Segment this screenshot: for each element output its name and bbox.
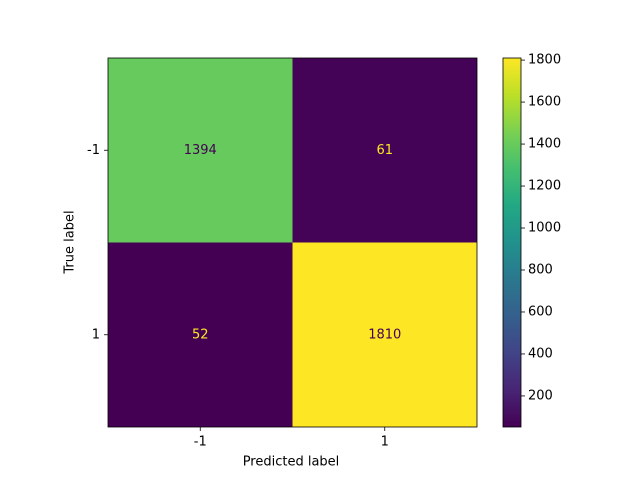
colorbar-tick-label: 800 [528, 262, 553, 277]
cell [108, 58, 293, 243]
x-tick-label: -1 [194, 435, 207, 450]
cell-label: 1394 [184, 143, 217, 158]
x-axis-label: Predicted label [243, 455, 340, 470]
colorbar-tick-label: 1400 [528, 137, 561, 152]
cell-label: 1810 [368, 327, 401, 342]
colorbar-tick-label: 1600 [528, 95, 561, 110]
colorbar-tick-label: 200 [528, 388, 553, 403]
y-tick-label: 1 [92, 327, 100, 342]
colorbar-tick-label: 1000 [528, 221, 561, 236]
cell-label: 52 [192, 327, 209, 342]
cell-label: 61 [376, 143, 393, 158]
colorbar-tick-label: 600 [528, 304, 553, 319]
colorbar [502, 57, 522, 428]
plot-frame [107, 57, 478, 428]
x-tick-label: 1 [381, 435, 389, 450]
colorbar-tick-label: 1200 [528, 179, 561, 194]
colorbar-tick-label: 1800 [528, 53, 561, 68]
colorbar-tick-label: 400 [528, 346, 553, 361]
cell [292, 242, 477, 427]
y-tick-label: -1 [87, 143, 100, 158]
y-axis-label: True label [63, 210, 78, 274]
cell [108, 242, 293, 427]
cell [292, 58, 477, 243]
